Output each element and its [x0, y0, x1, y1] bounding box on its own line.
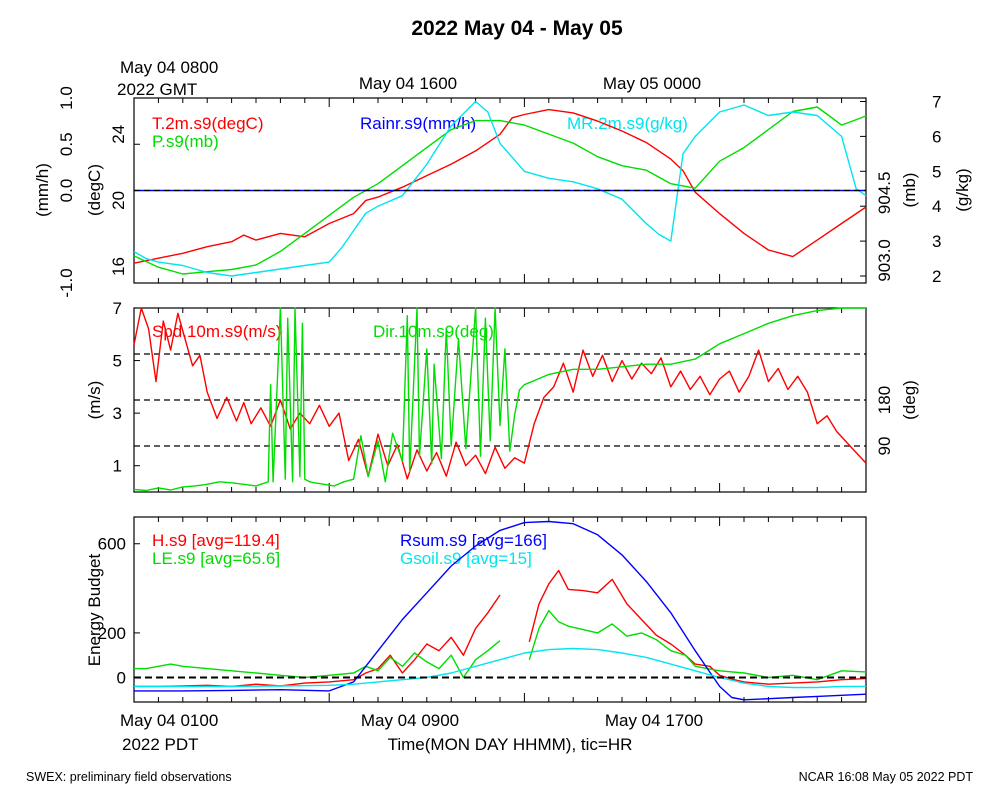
footer-left: SWEX: preliminary field observations	[26, 770, 232, 784]
series-line	[133, 100, 867, 277]
mr-axis-label: (g/kg)	[953, 168, 972, 211]
series-line	[528, 609, 867, 681]
y-tick-label: 5	[932, 162, 941, 181]
legend-le: LE.s9 [avg=65.6]	[152, 549, 280, 568]
y-tick-label: 200	[98, 624, 126, 643]
legend-dir: Dir.10m.s9(deg)	[373, 322, 494, 341]
pres-axis-label: (mb)	[900, 173, 919, 208]
y-tick-label: 7	[113, 299, 122, 318]
y-tick-label: 7	[932, 92, 941, 111]
legend-h: H.s9 [avg=119.4]	[152, 531, 280, 550]
rain-axis-label: (mm/h)	[33, 163, 52, 217]
series-line	[134, 640, 501, 679]
legend-temp: T.2m.s9(degC)	[152, 114, 263, 133]
series-line	[134, 594, 501, 688]
speed-axis-label: (m/s)	[85, 381, 104, 420]
series-line	[528, 569, 867, 685]
chart-title: 2022 May 04 - May 05	[411, 17, 623, 40]
series-line	[133, 108, 867, 264]
y-tick-label: 904.5	[875, 172, 894, 215]
series-line	[133, 307, 866, 492]
top-axis-label: May 04 1600	[359, 74, 457, 93]
temp-axis-label: (degC)	[85, 164, 104, 216]
y-tick-label: 600	[98, 535, 126, 554]
bottom-axis-label: May 04 1700	[605, 711, 703, 730]
y-tick-label: -1.0	[57, 268, 76, 297]
y-tick-label: 180	[875, 386, 894, 414]
y-tick-label: 1.0	[57, 86, 76, 110]
y-tick-label: 16	[109, 257, 128, 276]
legend-mr: MR.2m.s9(g/kg)	[567, 114, 688, 133]
y-tick-label: 24	[109, 125, 128, 144]
y-tick-label: 4	[932, 197, 941, 216]
y-tick-label: 0.0	[57, 179, 76, 203]
y-tick-label: 3	[113, 404, 122, 423]
legend-rain: Rainr.s9(mm/h)	[360, 114, 476, 133]
y-tick-label: 90	[875, 437, 894, 456]
y-tick-label: 0.5	[57, 132, 76, 156]
top-axis-label: May 05 0000	[603, 74, 701, 93]
y-tick-label: 903.0	[875, 239, 894, 282]
dir-axis-label: (deg)	[900, 380, 919, 420]
plot-layer: -1.0 0.0 0.5 1.0 16 20 24 903.0 904.5 2 3 4 5 6 7 1 3 5 7 9…	[57, 86, 941, 703]
top-axis-first-line2: 2022 GMT	[117, 80, 197, 99]
bottom-axis-first-line1: May 04 0100	[120, 711, 218, 730]
legend-speed: Spd.10m.s9(m/s)	[152, 322, 281, 341]
series-line	[133, 307, 867, 480]
legend-pres: P.s9(mb)	[152, 132, 219, 151]
y-tick-label: 6	[932, 127, 941, 146]
legend-gsoil: Gsoil.s9 [avg=15]	[400, 549, 532, 568]
series-line	[133, 106, 867, 275]
bottom-axis-first-line2: 2022 PDT	[122, 735, 199, 754]
energy-axis-label: Energy Budget	[85, 553, 104, 666]
y-tick-label: 3	[932, 232, 941, 251]
y-tick-label: 20	[109, 191, 128, 210]
top-axis-first-line1: May 04 0800	[120, 58, 218, 77]
footer-right: NCAR 16:08 May 05 2022 PDT	[799, 770, 974, 784]
x-axis-title: Time(MON DAY HHMM), tic=HR	[388, 735, 633, 754]
y-tick-label: 5	[113, 352, 122, 371]
y-tick-label: 2	[932, 267, 941, 286]
bottom-axis-label: May 04 0900	[361, 711, 459, 730]
series-line	[134, 647, 866, 689]
y-tick-label: 1	[113, 457, 122, 476]
y-tick-label: 0	[117, 668, 126, 687]
legend-rsum: Rsum.s9 [avg=166]	[400, 531, 547, 550]
